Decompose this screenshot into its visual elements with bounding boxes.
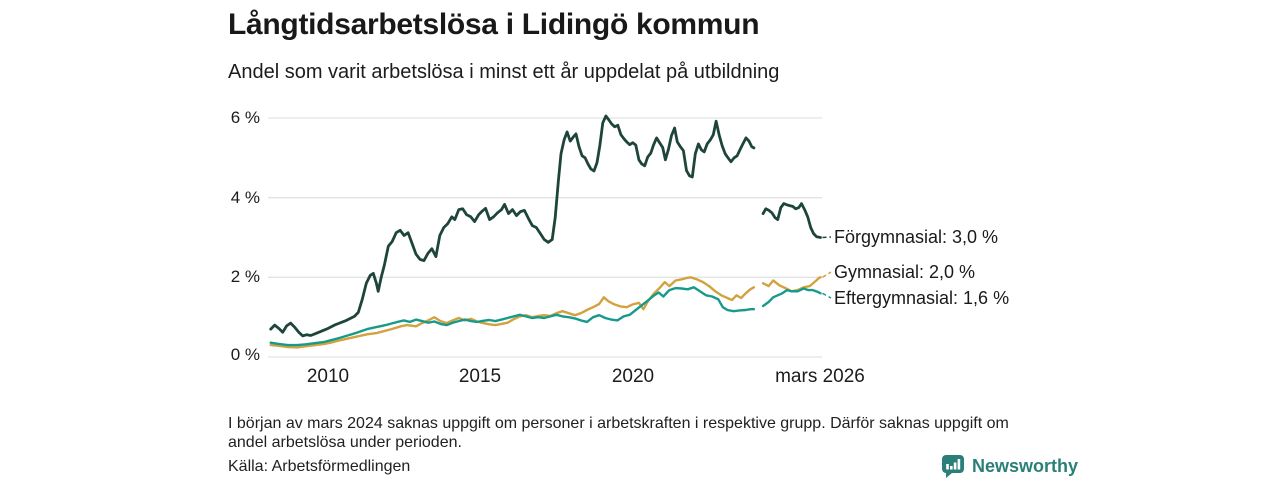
bar-chart-bubble-icon bbox=[941, 454, 965, 478]
y-axis-tick-4: 4 % bbox=[230, 188, 260, 207]
y-axis-tick-6: 6 % bbox=[230, 108, 260, 127]
series-end-label-forgymnasial: Förgymnasial: 3,0 % bbox=[834, 227, 999, 247]
footnote-line-2: andel arbetslösa under perioden. bbox=[228, 434, 462, 451]
footnote: I början av mars 2024 saknas uppgift om … bbox=[228, 414, 1068, 452]
page-title: Långtidsarbetslösa i Lidingö kommun bbox=[228, 8, 760, 41]
page-subtitle: Andel som varit arbetslösa i minst ett å… bbox=[228, 61, 780, 83]
y-axis-tick-0: 0 % bbox=[230, 345, 260, 364]
newsworthy-logo[interactable]: Newsworthy bbox=[941, 454, 1078, 478]
newsworthy-wordmark: Newsworthy bbox=[972, 455, 1079, 476]
x-axis-tick-mars-2026: mars 2026 bbox=[775, 366, 865, 387]
source-label: Källa: Arbetsförmedlingen bbox=[228, 458, 411, 475]
series-end-label-gymnasial: Gymnasial: 2,0 % bbox=[834, 262, 976, 282]
x-axis-tick-2020: 2020 bbox=[611, 366, 655, 387]
footnote-line-1: I början av mars 2024 saknas uppgift om … bbox=[228, 415, 1009, 432]
y-axis-tick-2: 2 % bbox=[230, 267, 260, 286]
x-axis-tick-2010: 2010 bbox=[306, 366, 350, 387]
series-end-label-eftergymnasial: Eftergymnasial: 1,6 % bbox=[834, 288, 1010, 308]
x-axis-tick-2015: 2015 bbox=[458, 366, 502, 387]
